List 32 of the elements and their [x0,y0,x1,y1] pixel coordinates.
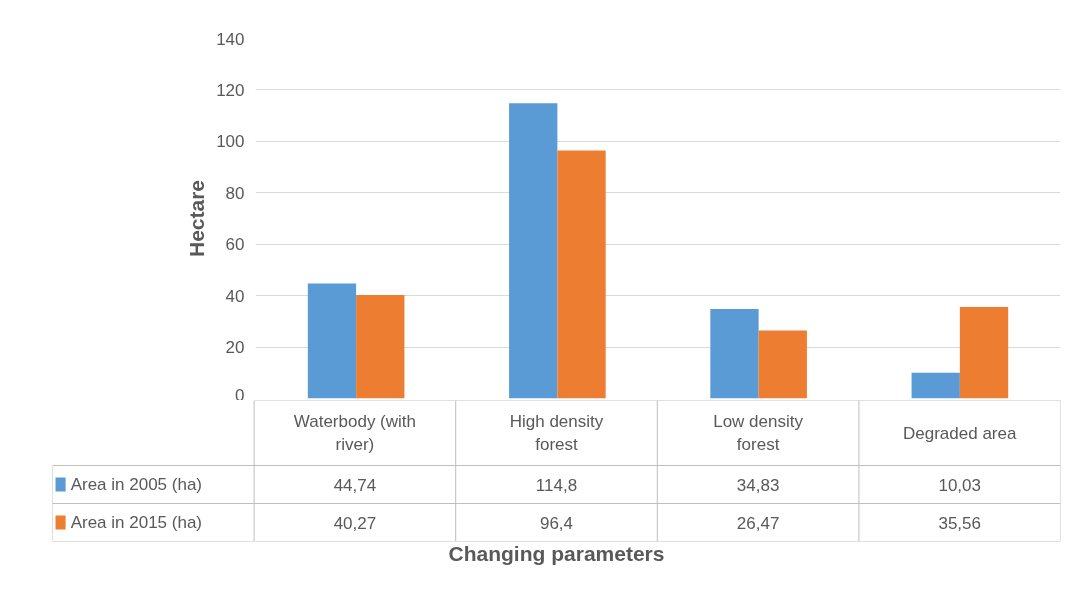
bar [959,307,1009,399]
bar [557,150,606,399]
y-tick-label: 120 [216,80,245,100]
bar [509,103,558,399]
x-tick-label: Degraded area [902,423,1017,443]
data-label: 40,27 [333,513,377,533]
legend-label: Area in 2015 (ha) [70,513,203,532]
bar [758,330,807,399]
y-tick-label: 40 [225,286,245,306]
x-tick-label: Waterbody (with river) [293,411,416,455]
data-label: 44,74 [333,475,377,495]
data-label: 35,56 [938,513,981,533]
x-tick-label: High density forest [509,411,604,455]
bar [710,308,759,399]
y-tick-label: 60 [225,235,245,255]
bar [356,294,405,399]
x-tick-label: Low density forest [713,411,804,455]
legend-label: Area in 2005 (ha) [70,475,203,494]
data-label: 34,83 [736,475,780,495]
y-tick-label: 20 [225,338,245,358]
data-label: 114,8 [535,475,578,495]
y-axis-title: Hectare [185,179,209,258]
data-label: 96,4 [539,513,574,533]
bar [911,372,960,399]
data-label: 10,03 [938,475,981,495]
y-tick-label: 80 [225,183,245,203]
bar [307,283,357,399]
x-axis-title: Changing parameters [448,541,665,565]
y-tick-label: 100 [216,132,245,152]
y-tick-label: 140 [216,29,245,49]
data-label: 26,47 [736,513,780,533]
y-tick-label: 0 [235,385,245,405]
